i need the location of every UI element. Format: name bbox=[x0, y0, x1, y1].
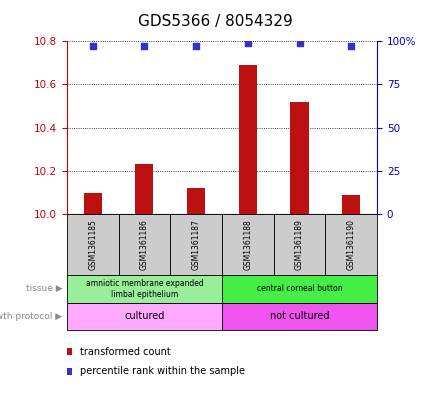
Bar bbox=[187, 188, 205, 214]
Bar bbox=[170, 214, 221, 275]
Text: GSM1361188: GSM1361188 bbox=[243, 219, 252, 270]
Text: central corneal button: central corneal button bbox=[256, 285, 341, 293]
Bar bbox=[83, 193, 101, 214]
Bar bbox=[273, 214, 325, 275]
Bar bbox=[221, 214, 273, 275]
Point bbox=[244, 40, 251, 46]
Text: percentile rank within the sample: percentile rank within the sample bbox=[80, 366, 244, 376]
Point bbox=[89, 43, 96, 50]
Bar bbox=[67, 275, 221, 303]
Bar bbox=[290, 102, 308, 214]
Bar bbox=[341, 195, 359, 214]
Point bbox=[141, 43, 147, 50]
Text: GSM1361186: GSM1361186 bbox=[140, 219, 148, 270]
Text: not cultured: not cultured bbox=[269, 311, 329, 321]
Bar bbox=[221, 303, 376, 330]
Text: GDS5366 / 8054329: GDS5366 / 8054329 bbox=[138, 14, 292, 29]
Text: tissue ▶: tissue ▶ bbox=[26, 285, 62, 293]
Text: amniotic membrane expanded
limbal epithelium: amniotic membrane expanded limbal epithe… bbox=[85, 279, 203, 299]
Point bbox=[192, 43, 199, 50]
Text: growth protocol ▶: growth protocol ▶ bbox=[0, 312, 62, 321]
Point bbox=[347, 43, 354, 50]
Text: GSM1361185: GSM1361185 bbox=[88, 219, 97, 270]
Bar bbox=[67, 214, 118, 275]
Text: GSM1361189: GSM1361189 bbox=[295, 219, 303, 270]
Bar bbox=[221, 275, 376, 303]
Text: cultured: cultured bbox=[124, 311, 164, 321]
Text: GSM1361187: GSM1361187 bbox=[191, 219, 200, 270]
Point bbox=[295, 40, 302, 46]
Bar bbox=[67, 303, 221, 330]
Text: GSM1361190: GSM1361190 bbox=[346, 219, 355, 270]
Bar bbox=[238, 65, 256, 214]
Text: transformed count: transformed count bbox=[80, 347, 170, 357]
Bar bbox=[325, 214, 376, 275]
Bar bbox=[118, 214, 170, 275]
Bar bbox=[135, 164, 153, 214]
